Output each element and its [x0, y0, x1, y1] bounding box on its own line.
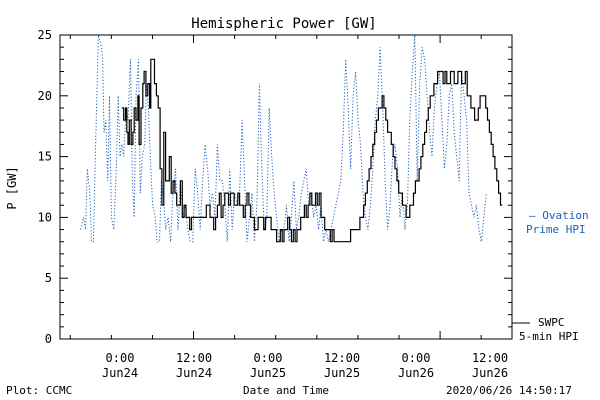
footer-plot-credit: Plot: CCMC: [6, 384, 72, 397]
y-axis-label-group: P [GW]: [5, 166, 19, 209]
series-line-swpc: [121, 58, 503, 243]
x-tick-label-date: Jun25: [250, 366, 286, 380]
series-layer: [80, 34, 503, 243]
x-axis-label: Date and Time: [243, 384, 329, 397]
footer-timestamp: 2020/06/26 14:50:17: [446, 384, 572, 397]
x-tick-label-date: Jun24: [176, 366, 212, 380]
y-tick-label: 25: [38, 28, 52, 42]
x-tick-label-date: Jun26: [398, 366, 434, 380]
y-tick-label: 10: [38, 210, 52, 224]
x-tick-label-time: 0:00: [106, 351, 135, 365]
y-tick-label: 0: [45, 332, 52, 346]
y-axis-ticks: 0 5 10 15 20 25: [38, 28, 512, 346]
y-tick-label: 15: [38, 150, 52, 164]
y-axis-label: P [GW]: [5, 166, 19, 209]
legend-swpc-line1: SWPC: [538, 316, 565, 329]
legend: — Ovation Prime HPI SWPC 5-min HPI: [512, 209, 589, 343]
x-tick-label-date: Jun25: [324, 366, 360, 380]
x-tick-label-date: Jun26: [472, 366, 508, 380]
legend-swpc-line2: 5-min HPI: [519, 330, 579, 343]
y-tick-label: 20: [38, 89, 52, 103]
x-tick-label-date: Jun24: [102, 366, 138, 380]
legend-ovation-line2: Prime HPI: [526, 223, 586, 236]
x-tick-label-time: 12:00: [176, 351, 212, 365]
y-tick-label: 5: [45, 271, 52, 285]
chart-title: Hemispheric Power [GW]: [191, 16, 376, 32]
x-tick-label-time: 12:00: [324, 351, 360, 365]
x-tick-label-time: 0:00: [402, 351, 431, 365]
x-axis-ticks: 0:00Jun2412:00Jun240:00Jun2512:00Jun250:…: [69, 35, 508, 380]
x-tick-label-time: 0:00: [254, 351, 283, 365]
x-tick-label-time: 12:00: [472, 351, 508, 365]
legend-ovation-line1: — Ovation: [529, 209, 589, 222]
plot-frame: [59, 34, 513, 340]
